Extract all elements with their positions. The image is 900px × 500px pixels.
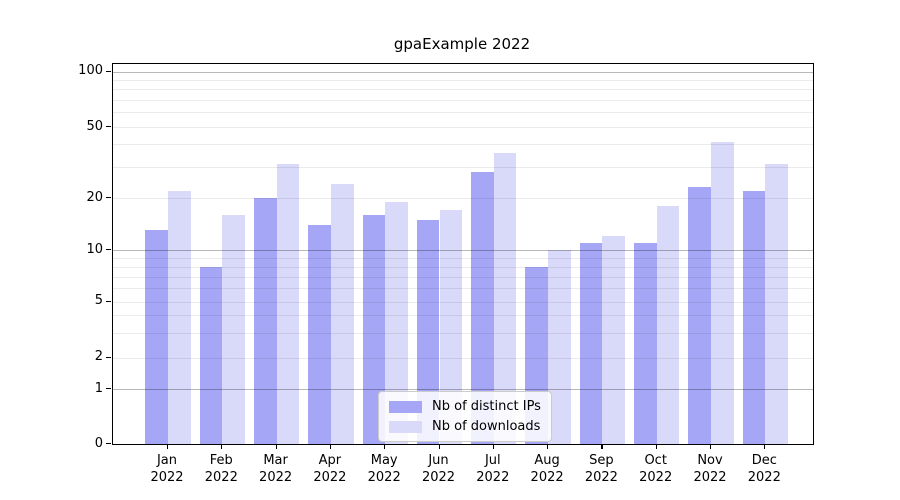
- bar-mar-downloads: [276, 164, 300, 444]
- bar-jun-downloads: [439, 210, 463, 444]
- plot-area: [112, 63, 814, 445]
- legend-label-distinct-ips: Nb of distinct IPs: [432, 399, 541, 414]
- bar-apr-ips: [308, 224, 331, 444]
- chart-title: gpaExample 2022: [393, 35, 531, 53]
- bar-dec-downloads: [765, 164, 788, 444]
- bar-apr-downloads: [330, 183, 354, 444]
- bar-nov-downloads: [711, 142, 734, 444]
- y-tick-mark-10: [106, 249, 111, 251]
- x-tick-mark-jan: [167, 444, 169, 449]
- y-tick-mark-5: [106, 300, 111, 302]
- x-tick-mark-apr: [329, 444, 332, 449]
- x-tick-mark-jun: [438, 444, 440, 449]
- y-tick-label-50: 50: [86, 118, 103, 134]
- y-tick-mark-100: [106, 70, 111, 72]
- x-tick-mark-may: [384, 444, 386, 449]
- x-tick-mark-mar: [275, 444, 277, 449]
- y-tick-label-10: 10: [86, 241, 103, 257]
- bar-aug-downloads: [548, 250, 571, 444]
- legend-swatch-downloads: [389, 420, 422, 433]
- x-tick-mark-dec: [764, 444, 766, 449]
- x-tick-mark-feb: [221, 444, 223, 449]
- x-tick-label-oct: Oct 2022: [639, 453, 673, 485]
- legend-row-downloads: Nb of downloads: [389, 419, 541, 434]
- y-tick-label-5: 5: [94, 293, 103, 309]
- bars-layer: [113, 64, 813, 444]
- bar-mar-ips: [253, 198, 277, 444]
- x-tick-label-feb: Feb 2022: [204, 453, 238, 485]
- y-tick-label-2: 2: [94, 349, 103, 365]
- bar-may-downloads: [385, 201, 408, 444]
- y-tick-label-20: 20: [86, 189, 103, 205]
- x-tick-label-jun: Jun 2022: [421, 453, 456, 485]
- y-tick-mark-1: [106, 388, 111, 390]
- x-tick-mark-nov: [710, 444, 712, 449]
- y-tick-mark-2: [106, 356, 111, 358]
- x-tick-label-nov: Nov 2022: [693, 453, 727, 485]
- y-tick-label-0: 0: [94, 435, 103, 451]
- bar-sep-ips: [579, 242, 603, 444]
- x-tick-mark-jul: [492, 444, 494, 449]
- bar-sep-downloads: [602, 236, 626, 444]
- x-tick-mark-oct: [655, 444, 657, 449]
- legend-row-distinct-ips: Nb of distinct IPs: [389, 399, 541, 414]
- bar-oct-downloads: [656, 205, 680, 444]
- y-tick-label-1: 1: [94, 380, 103, 396]
- x-tick-mark-aug: [547, 444, 549, 449]
- x-tick-label-aug: Aug 2022: [530, 453, 564, 485]
- x-tick-label-dec: Dec 2022: [747, 453, 781, 485]
- y-tick-mark-0: [106, 443, 111, 445]
- y-tick-mark-50: [106, 126, 111, 128]
- bar-dec-ips: [742, 190, 766, 444]
- bar-jul-downloads: [493, 152, 517, 444]
- bar-jun-ips: [416, 219, 440, 444]
- x-tick-label-mar: Mar 2022: [259, 453, 293, 485]
- legend-label-downloads: Nb of downloads: [432, 419, 541, 434]
- x-tick-label-apr: Apr 2022: [313, 453, 347, 485]
- x-tick-mark-sep: [601, 444, 603, 449]
- legend-swatch-distinct-ips: [389, 400, 422, 413]
- x-tick-label-sep: Sep 2022: [584, 453, 618, 485]
- bar-jan-ips: [145, 230, 168, 444]
- legend: Nb of distinct IPs Nb of downloads: [378, 391, 552, 442]
- x-tick-label-jul: Jul 2022: [476, 453, 510, 485]
- bar-jul-ips: [471, 171, 494, 444]
- bar-oct-ips: [634, 242, 657, 444]
- bar-nov-ips: [688, 187, 711, 444]
- bar-feb-downloads: [222, 214, 245, 444]
- y-tick-label-100: 100: [78, 63, 103, 78]
- x-tick-label-jan: Jan 2022: [150, 453, 184, 485]
- bar-jan-downloads: [168, 190, 191, 444]
- y-tick-mark-20: [106, 197, 111, 199]
- bar-feb-ips: [199, 266, 223, 444]
- bar-may-ips: [362, 214, 386, 444]
- x-tick-label-may: May 2022: [367, 453, 401, 485]
